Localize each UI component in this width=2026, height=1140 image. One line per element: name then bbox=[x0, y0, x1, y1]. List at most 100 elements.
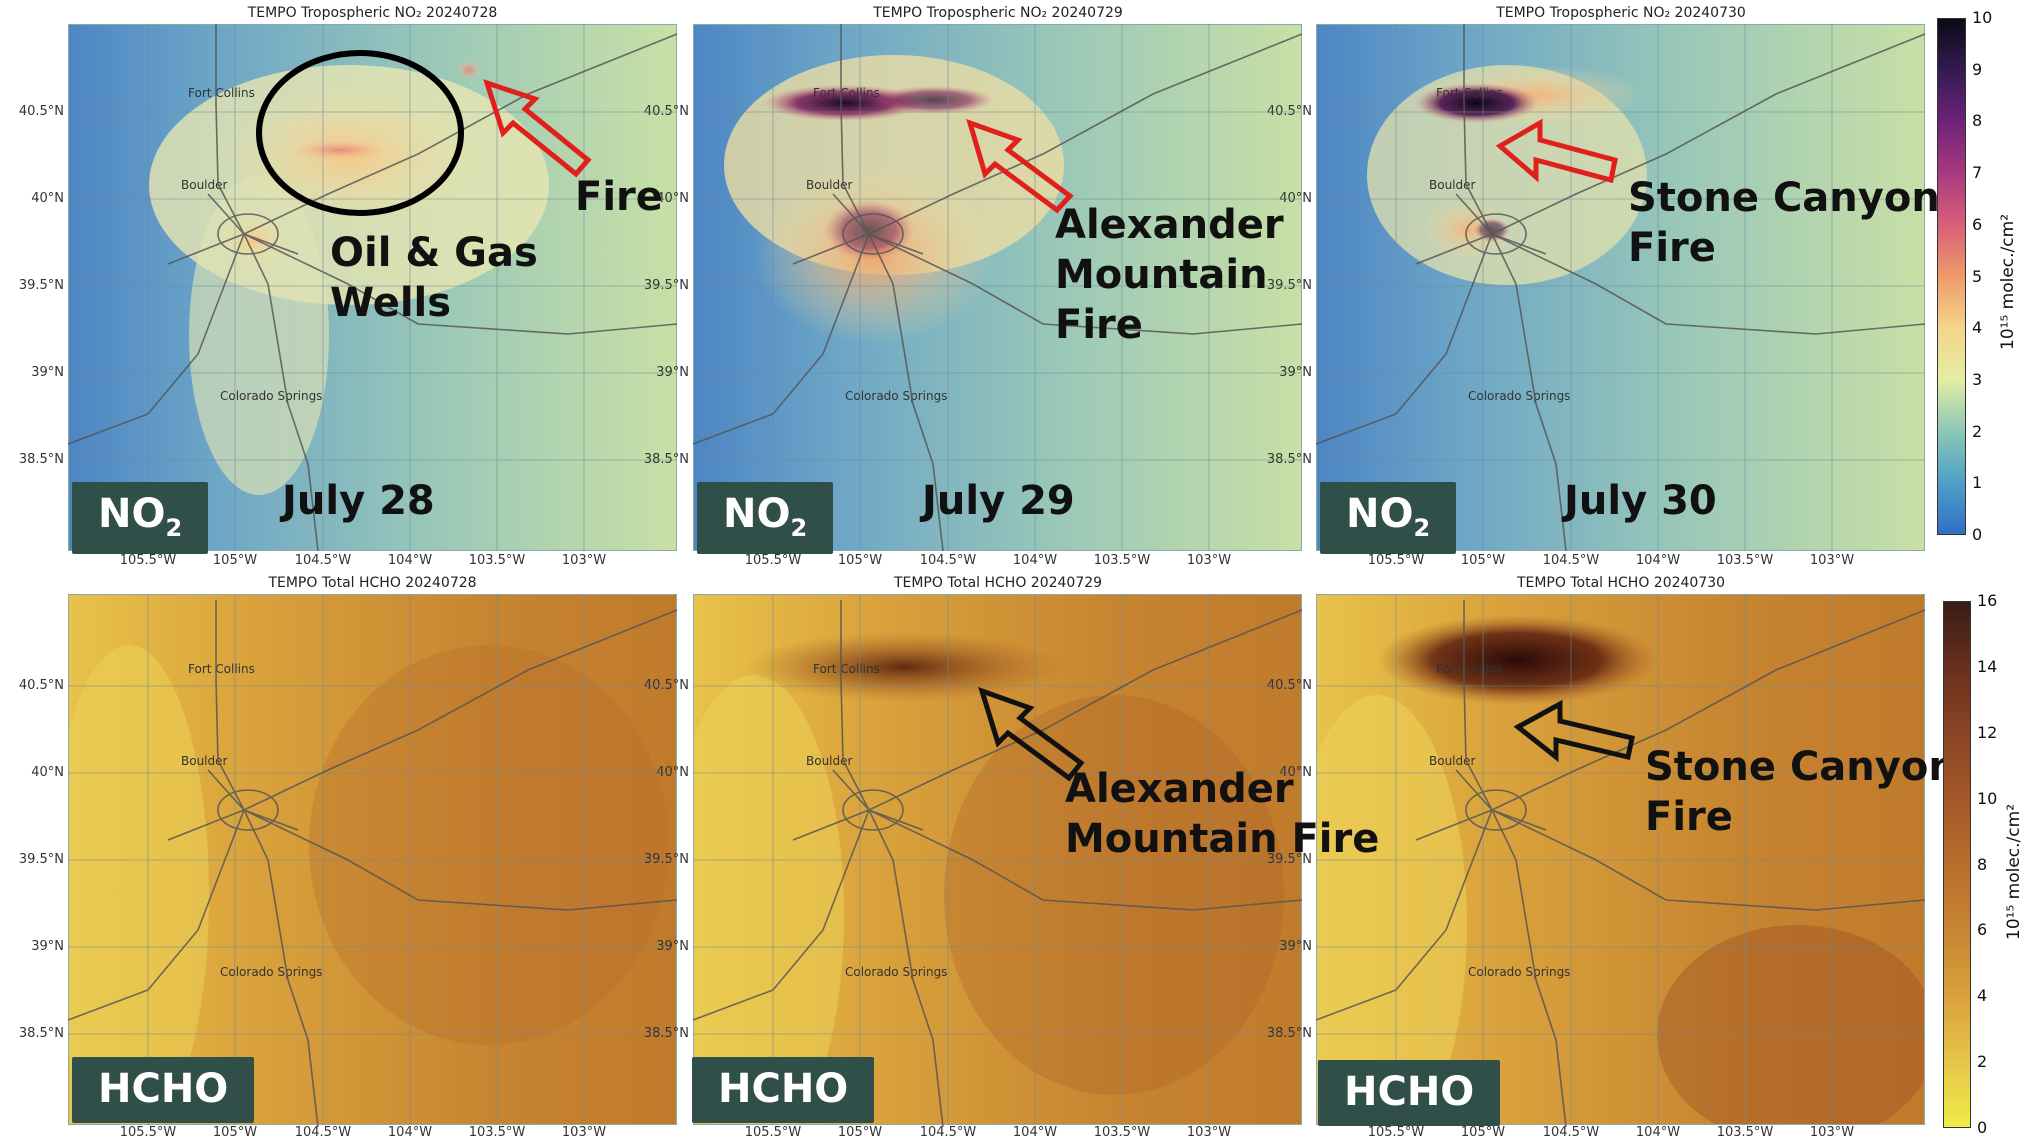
fire-label: Fire bbox=[575, 174, 663, 220]
lon-tick-label: 103.5°W bbox=[1716, 1125, 1774, 1140]
lat-tick-label: 40.5°N bbox=[18, 678, 64, 693]
date-label-0730: July 30 bbox=[1564, 478, 1717, 524]
lon-tick-label: 103.5°W bbox=[468, 553, 526, 568]
lat-tick-label: 39.5°N bbox=[18, 278, 64, 293]
lon-tick-label: 103°W bbox=[561, 553, 607, 568]
city-label-boulder: Boulder bbox=[181, 178, 228, 192]
badge-hcho-0729: HCHO bbox=[692, 1057, 875, 1123]
lat-tick-label: 38.5°N bbox=[18, 1026, 64, 1041]
city-label-fort-collins: Fort Collins bbox=[188, 662, 255, 676]
alexander-hcho-label: Alexander Mountain Fire bbox=[1065, 764, 1379, 864]
lon-tick-label: 103.5°W bbox=[1716, 553, 1774, 568]
date-label-0729: July 29 bbox=[922, 478, 1075, 524]
colorbar-tick-label: 5 bbox=[1972, 266, 1983, 286]
city-label-boulder: Boulder bbox=[1429, 178, 1476, 192]
lon-tick-label: 104°W bbox=[1635, 1125, 1681, 1140]
lon-tick-label: 104.5°W bbox=[294, 1125, 352, 1140]
colorbar-tick-label: 2 bbox=[1977, 1052, 1988, 1072]
lat-tick-label: 40°N bbox=[656, 765, 689, 780]
lon-tick-label: 104.5°W bbox=[294, 553, 352, 568]
city-label-boulder: Boulder bbox=[181, 754, 228, 768]
lon-tick-label: 104°W bbox=[387, 1125, 433, 1140]
colorbar-tick-label: 10 bbox=[1977, 788, 1998, 808]
lon-tick-label: 103°W bbox=[1186, 553, 1232, 568]
lat-tick-label: 40.5°N bbox=[1266, 104, 1312, 119]
lon-tick-label: 104°W bbox=[1012, 553, 1058, 568]
city-label-colorado-springs: Colorado Springs bbox=[845, 965, 948, 979]
colorbar-tick-label: 1 bbox=[1972, 473, 1983, 493]
badge-no2-0728: NO2 bbox=[72, 482, 209, 554]
lat-tick-label: 38.5°N bbox=[1266, 452, 1312, 467]
badge-no2-0730: NO2 bbox=[1320, 482, 1457, 554]
lon-tick-label: 104.5°W bbox=[1542, 553, 1600, 568]
no2-colorbar-unit: 10¹⁵ molec./cm² bbox=[1998, 213, 2018, 350]
city-label-fort-collins: Fort Collins bbox=[1436, 662, 1503, 676]
lat-tick-label: 39°N bbox=[1279, 365, 1312, 380]
date-label-0728: July 28 bbox=[282, 478, 435, 524]
lat-tick-label: 40.5°N bbox=[643, 678, 689, 693]
lon-tick-label: 104°W bbox=[387, 553, 433, 568]
panel-title-no2-0728: TEMPO Tropospheric NO₂ 20240728 bbox=[247, 5, 498, 21]
hcho-field-0728 bbox=[69, 595, 676, 1124]
lon-tick-label: 105°W bbox=[212, 1125, 258, 1140]
alexander-no2-line3: Fire bbox=[1055, 302, 1143, 348]
lat-tick-label: 39.5°N bbox=[18, 852, 64, 867]
no2-map-0730[interactable] bbox=[1316, 24, 1925, 551]
city-label-colorado-springs: Colorado Springs bbox=[1468, 965, 1571, 979]
stone-hcho-line2: Fire bbox=[1645, 794, 1733, 840]
lon-tick-label: 105°W bbox=[212, 553, 258, 568]
city-label-boulder: Boulder bbox=[1429, 754, 1476, 768]
no2-field-0730 bbox=[1317, 25, 1924, 550]
lat-tick-label: 39°N bbox=[31, 365, 64, 380]
colorbar-tick-label: 3 bbox=[1972, 369, 1983, 389]
alexander-hcho-line1: Alexander bbox=[1065, 766, 1294, 812]
lat-tick-label: 38.5°N bbox=[18, 452, 64, 467]
alexander-hcho-line2: Mountain Fire bbox=[1065, 816, 1380, 862]
city-label-colorado-springs: Colorado Springs bbox=[1468, 389, 1571, 403]
hcho-map-0730[interactable] bbox=[1316, 594, 1925, 1125]
no2-colorbar bbox=[1937, 18, 1966, 535]
alexander-no2-label: Alexander Mountain Fire bbox=[1055, 200, 1284, 350]
lat-tick-label: 39°N bbox=[1279, 939, 1312, 954]
colorbar-tick-label: 8 bbox=[1972, 111, 1983, 131]
city-label-colorado-springs: Colorado Springs bbox=[220, 389, 323, 403]
colorbar-tick-label: 6 bbox=[1977, 920, 1988, 940]
colorbar-tick-label: 4 bbox=[1977, 986, 1988, 1006]
lon-tick-label: 104.5°W bbox=[1542, 1125, 1600, 1140]
lon-tick-label: 103°W bbox=[561, 1125, 607, 1140]
lat-tick-label: 38.5°N bbox=[643, 452, 689, 467]
lat-tick-label: 40.5°N bbox=[643, 104, 689, 119]
lat-tick-label: 39.5°N bbox=[643, 278, 689, 293]
lat-tick-label: 38.5°N bbox=[643, 1026, 689, 1041]
panel-title-no2-0729: TEMPO Tropospheric NO₂ 20240729 bbox=[873, 5, 1123, 21]
lon-tick-label: 103°W bbox=[1809, 1125, 1855, 1140]
lat-tick-label: 39.5°N bbox=[643, 852, 689, 867]
stone-hcho-label: Stone Canyon Fire bbox=[1645, 742, 1957, 842]
lon-tick-label: 103°W bbox=[1809, 553, 1855, 568]
lat-tick-label: 39°N bbox=[656, 365, 689, 380]
panel-title-hcho-0728: TEMPO Total HCHO 20240728 bbox=[268, 575, 477, 591]
lat-tick-label: 40.5°N bbox=[18, 104, 64, 119]
lon-tick-label: 105°W bbox=[1460, 553, 1506, 568]
alexander-no2-line1: Alexander bbox=[1055, 202, 1284, 248]
colorbar-tick-label: 0 bbox=[1977, 1118, 1988, 1137]
lon-tick-label: 105.5°W bbox=[119, 1125, 177, 1140]
colorbar-tick-label: 2 bbox=[1972, 421, 1983, 441]
hcho-colorbar-unit: 10¹⁵ molec./cm² bbox=[2004, 803, 2024, 940]
city-label-colorado-springs: Colorado Springs bbox=[845, 389, 948, 403]
stone-no2-line2: Fire bbox=[1628, 225, 1716, 271]
lon-tick-label: 103.5°W bbox=[1093, 553, 1151, 568]
lon-tick-label: 105.5°W bbox=[119, 553, 177, 568]
colorbar-tick-label: 12 bbox=[1977, 722, 1998, 742]
stone-no2-label: Stone Canyon Fire bbox=[1628, 173, 1940, 273]
city-label-fort-collins: Fort Collins bbox=[813, 86, 880, 100]
colorbar-tick-label: 10 bbox=[1972, 8, 1993, 27]
badge-hcho-0728: HCHO bbox=[72, 1057, 255, 1123]
lon-tick-label: 105.5°W bbox=[1367, 1125, 1425, 1140]
lon-tick-label: 104.5°W bbox=[919, 553, 977, 568]
oil-gas-label: Oil & Gas Wells bbox=[330, 228, 538, 328]
city-label-boulder: Boulder bbox=[806, 754, 853, 768]
colorbar-tick-label: 7 bbox=[1972, 163, 1983, 183]
hcho-map-0728[interactable] bbox=[68, 594, 677, 1125]
oil-gas-label-line1: Oil & Gas bbox=[330, 230, 538, 276]
